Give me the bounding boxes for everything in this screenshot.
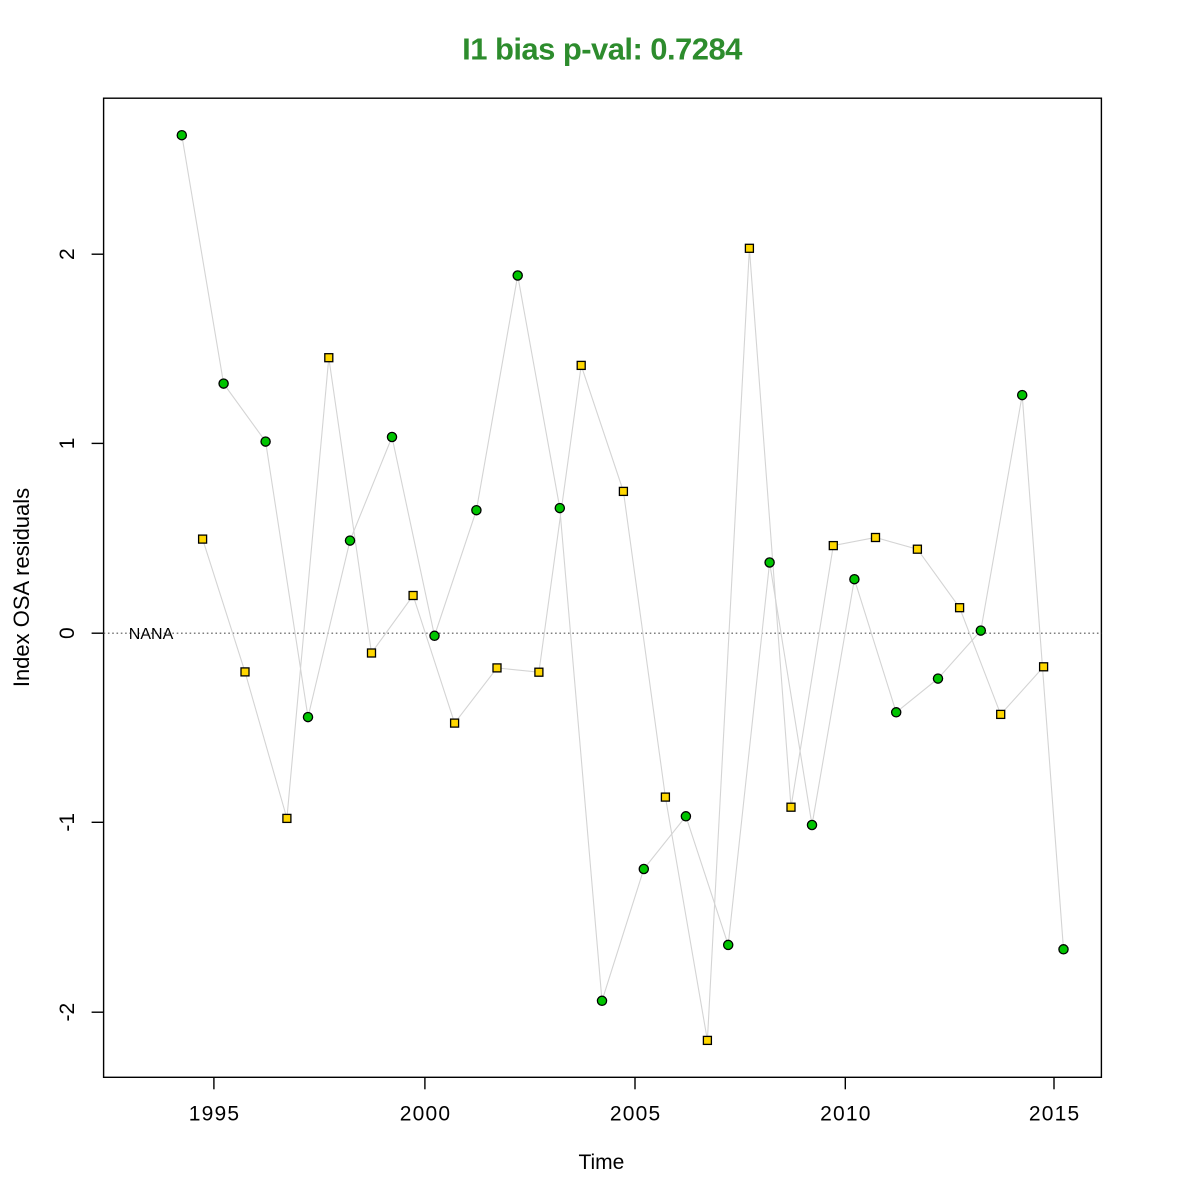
svg-text:NANA: NANA	[129, 626, 174, 643]
svg-text:2000: 2000	[400, 1103, 452, 1126]
svg-text:Time: Time	[578, 1151, 624, 1174]
svg-text:1: 1	[56, 438, 79, 450]
svg-text:1995: 1995	[189, 1103, 241, 1126]
svg-text:-1: -1	[56, 813, 79, 832]
svg-text:I1 bias p-val: 0.7284: I1 bias p-val: 0.7284	[462, 32, 743, 67]
svg-text:0: 0	[56, 627, 79, 639]
svg-text:2010: 2010	[820, 1103, 872, 1126]
svg-text:-2: -2	[56, 1003, 79, 1022]
svg-text:2015: 2015	[1029, 1103, 1081, 1126]
svg-text:2: 2	[56, 248, 79, 260]
svg-text:Index OSA residuals: Index OSA residuals	[9, 488, 34, 687]
svg-text:2005: 2005	[610, 1103, 662, 1126]
